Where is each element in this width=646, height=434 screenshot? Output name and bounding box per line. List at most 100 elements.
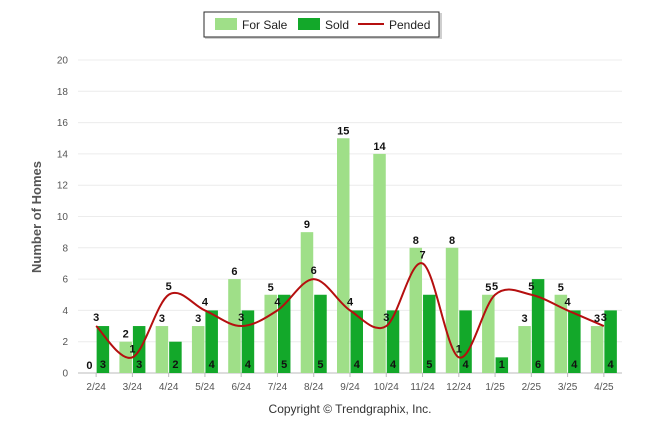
label-sold: 4 [209,359,216,371]
y-tick-label: 6 [62,275,68,286]
bar-sold [568,310,581,373]
x-tick-label: 6/24 [231,382,251,393]
label-for-sale: 5 [558,282,564,294]
x-tick-label: 3/24 [123,382,143,393]
x-tick-label: 2/24 [86,382,106,393]
y-tick-label: 2 [62,337,68,348]
label-pended: 4 [565,296,572,308]
bar-sold [531,279,545,373]
bar-for-sale [300,232,314,373]
label-pended: 1 [129,343,135,355]
bar-sold [423,294,436,373]
y-tick-label: 20 [57,56,69,67]
y-tick-label: 4 [62,306,68,317]
label-for-sale: 9 [304,219,310,231]
label-pended: 5 [166,281,172,293]
x-tick-label: 2/25 [522,382,542,393]
label-sold: 5 [281,359,287,371]
bar-sold [169,341,182,373]
label-sold: 1 [499,359,505,371]
legend-label-sold: Sold [325,18,349,32]
label-pended: 4 [347,296,354,308]
bar-for-sale [482,294,495,373]
x-tick-label: 11/24 [410,382,435,393]
label-for-sale: 5 [268,282,274,294]
y-tick-label: 18 [57,87,69,98]
label-pended: 3 [238,312,244,324]
bar-for-sale [373,153,386,373]
label-for-sale: 2 [123,329,129,341]
label-for-sale: 3 [195,313,201,325]
label-sold: 6 [535,359,541,371]
label-for-sale: 3 [522,313,528,325]
y-tick-label: 12 [57,181,69,192]
label-pended: 5 [528,281,534,293]
bar-for-sale [409,247,423,373]
x-tick-label: 3/25 [558,382,578,393]
label-pended: 4 [274,296,281,308]
bar-sold [314,294,327,373]
label-pended: 3 [93,312,99,324]
pended-line [95,262,605,359]
label-for-sale: 0 [86,360,92,372]
x-tick-label: 8/24 [304,382,324,393]
bar-for-sale [518,326,531,373]
label-for-sale: 5 [485,282,491,294]
label-sold: 4 [571,359,578,371]
label-pended: 5 [492,281,498,293]
x-axis-ticks: 2/24 3/24 4/24 5/24 6/24 7/24 8/24 9/24 10/24 11/… [86,373,614,393]
label-for-sale: 8 [413,235,419,247]
gridlines [78,59,622,374]
legend: For Sale Sold Pended [203,11,442,39]
bar-for-sale [590,326,604,373]
label-pended: 1 [456,343,462,355]
label-sold: 5 [426,359,432,371]
label-for-sale: 6 [231,266,237,278]
label-sold: 5 [317,359,323,371]
label-sold: 3 [136,359,142,371]
label-for-sale: 3 [159,313,165,325]
label-sold: 4 [354,359,361,371]
copyright-text: Copyright © Trendgraphix, Inc. [269,402,432,416]
x-tick-label: 7/24 [268,382,288,393]
bar-for-sale [155,326,169,373]
x-tick-label: 9/24 [340,382,360,393]
label-for-sale: 8 [449,235,455,247]
bar-sold [277,294,291,373]
legend-label-for-sale: For Sale [242,18,288,32]
label-sold: 4 [462,359,469,371]
x-tick-label: 10/24 [374,382,399,393]
x-tick-label: 12/24 [446,382,471,393]
x-tick-label: 4/24 [159,382,179,393]
data-labels: 0 323323464559515414485845136543431543464… [86,125,614,372]
y-tick-label: 16 [57,118,69,129]
label-for-sale: 3 [594,313,600,325]
bar-sold [495,357,509,373]
label-sold: 3 [100,359,106,371]
bar-for-sale [337,138,350,373]
label-sold: 2 [172,359,178,371]
label-pended: 4 [202,296,209,308]
label-pended: 3 [601,312,607,324]
pended-line-path [95,262,605,359]
bar-sold [604,310,617,373]
bar-for-sale [554,294,568,373]
label-sold: 4 [608,359,615,371]
legend-box [203,11,440,38]
y-tick-label: 0 [62,369,68,380]
legend-label-pended: Pended [389,18,430,32]
label-pended: 7 [419,249,425,261]
legend-swatch-for-sale [215,18,237,30]
label-pended: 6 [311,265,317,277]
bar-for-sale [191,326,205,373]
bars [96,138,617,373]
x-tick-label: 5/24 [195,382,215,393]
x-tick-label: 4/25 [594,382,614,393]
y-tick-label: 10 [57,212,69,223]
y-axis-ticks: 0 2 4 6 8 10 12 14 16 18 20 [57,56,69,380]
y-tick-label: 8 [62,243,68,254]
label-pended: 3 [383,312,389,324]
legend-swatch-sold [298,18,320,30]
label-sold: 4 [390,359,397,371]
